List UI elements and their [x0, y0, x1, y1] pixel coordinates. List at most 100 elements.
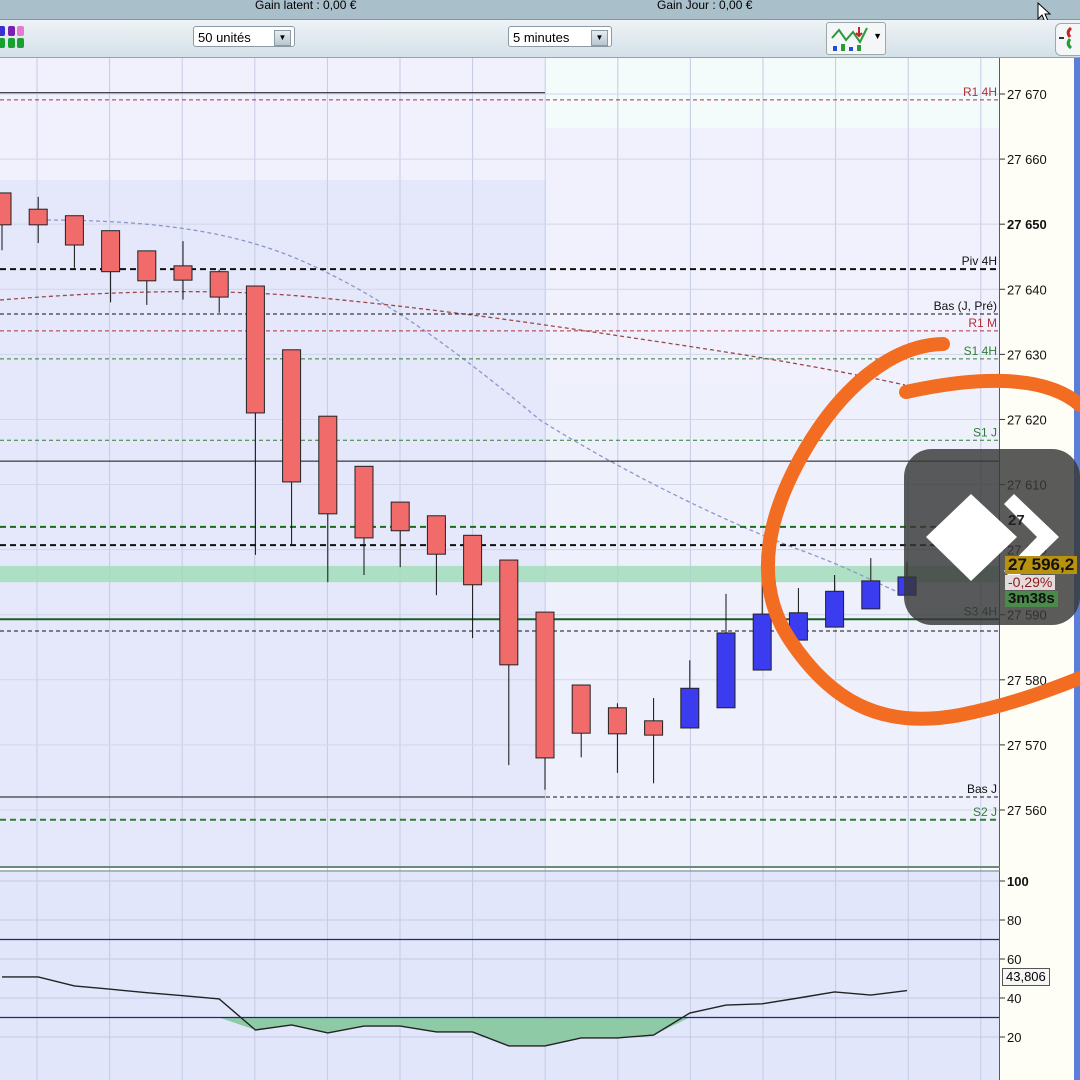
chevron-down-icon[interactable]: ▼ — [274, 30, 291, 46]
candle-body — [0, 192, 12, 226]
level-label: S1 4H — [964, 344, 997, 358]
candle[interactable] — [0, 192, 12, 251]
indicator-last-value: 43,806 — [1002, 968, 1050, 986]
change-percent: -0,29% — [1005, 575, 1056, 590]
candle[interactable] — [535, 611, 555, 790]
quantity-select[interactable]: 50 unités ▼ — [193, 26, 295, 47]
price-tick-label: 27 620 — [1007, 412, 1047, 427]
indicator-chart-icon — [831, 27, 868, 51]
indicator-background — [0, 870, 1000, 1080]
candle[interactable] — [680, 660, 700, 729]
price-tick-label: 27 580 — [1007, 673, 1047, 688]
session-shading — [0, 180, 545, 866]
price-tick-label: 27 670 — [1007, 87, 1047, 102]
level-label: S1 J — [973, 425, 997, 439]
quantity-value: 50 unités — [198, 30, 251, 45]
level-label: R1 M — [968, 316, 997, 330]
price-tick-label: 27 660 — [1007, 152, 1047, 167]
candle-body — [825, 590, 845, 628]
level-label: R1 4H — [963, 85, 997, 99]
indicator-tool-button[interactable]: ▼ — [826, 22, 886, 55]
candle-body — [607, 707, 627, 735]
price-tick-label: 27 630 — [1007, 347, 1047, 362]
candle[interactable] — [390, 501, 410, 568]
candle-body — [535, 611, 555, 759]
level-label: Piv 4H — [962, 254, 997, 268]
panel-toggle-button[interactable] — [1055, 23, 1080, 56]
candle-body — [463, 534, 483, 586]
candle-body — [571, 684, 591, 734]
price-tick-label: 27 570 — [1007, 738, 1047, 753]
candle[interactable] — [607, 703, 627, 773]
chart-toolbar: 50 unités ▼ 5 minutes ▼ ▼ — [0, 20, 1080, 58]
swap-arrows-icon — [1059, 26, 1073, 50]
candle[interactable] — [752, 580, 772, 671]
color-swatch[interactable] — [17, 38, 24, 48]
price-tick-label: 27 640 — [1007, 282, 1047, 297]
freehand-annotation — [760, 337, 1080, 726]
gain-jour: Gain Jour : 0,00 € — [657, 0, 753, 12]
candle[interactable] — [354, 465, 374, 576]
price-tick-label: 27 560 — [1007, 803, 1047, 818]
candle[interactable] — [173, 241, 193, 300]
candle[interactable] — [318, 415, 338, 583]
candle-body — [680, 687, 700, 729]
chevron-down-icon[interactable]: ▼ — [873, 31, 882, 41]
indicator-tick-label: 20 — [1007, 1030, 1021, 1045]
candle[interactable] — [245, 285, 265, 555]
candle[interactable] — [137, 250, 157, 305]
candle[interactable] — [861, 558, 881, 610]
candle-body — [354, 465, 374, 539]
candle[interactable] — [825, 575, 845, 628]
candle[interactable] — [716, 593, 736, 709]
candle-body — [390, 501, 410, 532]
level-label: Bas (J, Pré) — [934, 299, 997, 313]
candle-body — [209, 271, 229, 298]
chevron-down-icon[interactable]: ▼ — [591, 30, 608, 46]
timeframe-select[interactable]: 5 minutes ▼ — [508, 26, 612, 47]
candle-body — [426, 515, 446, 555]
candle[interactable] — [28, 196, 48, 244]
color-swatch[interactable] — [17, 26, 24, 36]
candle[interactable] — [644, 698, 664, 784]
candle[interactable] — [101, 230, 121, 303]
candle-body — [861, 580, 881, 610]
moving-average-blue — [39, 219, 906, 596]
indicator-tick-label: 40 — [1007, 991, 1021, 1006]
candle[interactable] — [64, 215, 84, 268]
candle-body — [716, 632, 736, 709]
candle[interactable] — [282, 349, 302, 546]
candle-body — [245, 285, 265, 414]
hidden-axis-label: 27 — [1008, 512, 1025, 529]
candle[interactable] — [426, 515, 446, 596]
level-label: S2 J — [973, 805, 997, 819]
candle-countdown: 3m38s — [1005, 591, 1058, 607]
color-swatch[interactable] — [8, 38, 15, 48]
candle-body — [752, 613, 772, 671]
gain-latent: Gain latent : 0,00 € — [255, 0, 357, 12]
candle-body — [318, 415, 338, 515]
indicator-tick-label: 60 — [1007, 952, 1021, 967]
candle-body — [28, 208, 48, 226]
candle-body — [137, 250, 157, 282]
candle[interactable] — [463, 534, 483, 639]
level-label: Bas J — [967, 782, 997, 796]
candle-body — [282, 349, 302, 483]
color-swatch[interactable] — [0, 38, 5, 48]
candle-body — [64, 215, 84, 246]
indicator-line — [2, 976, 908, 1047]
account-status-bar: Gain latent : 0,00 € Gain Jour : 0,00 € — [0, 0, 1080, 23]
timeframe-value: 5 minutes — [513, 30, 570, 45]
candle-body — [644, 720, 664, 736]
moving-average-brown — [0, 290, 906, 386]
upper-shading — [545, 58, 1000, 128]
candle[interactable] — [571, 684, 591, 758]
color-swatch[interactable] — [0, 26, 5, 36]
candle-body — [499, 559, 519, 666]
last-price-label: 27 596,2 — [1005, 556, 1078, 574]
candle[interactable] — [209, 269, 229, 313]
candle[interactable] — [499, 559, 519, 766]
candle-body — [101, 230, 121, 273]
color-swatch[interactable] — [8, 26, 15, 36]
